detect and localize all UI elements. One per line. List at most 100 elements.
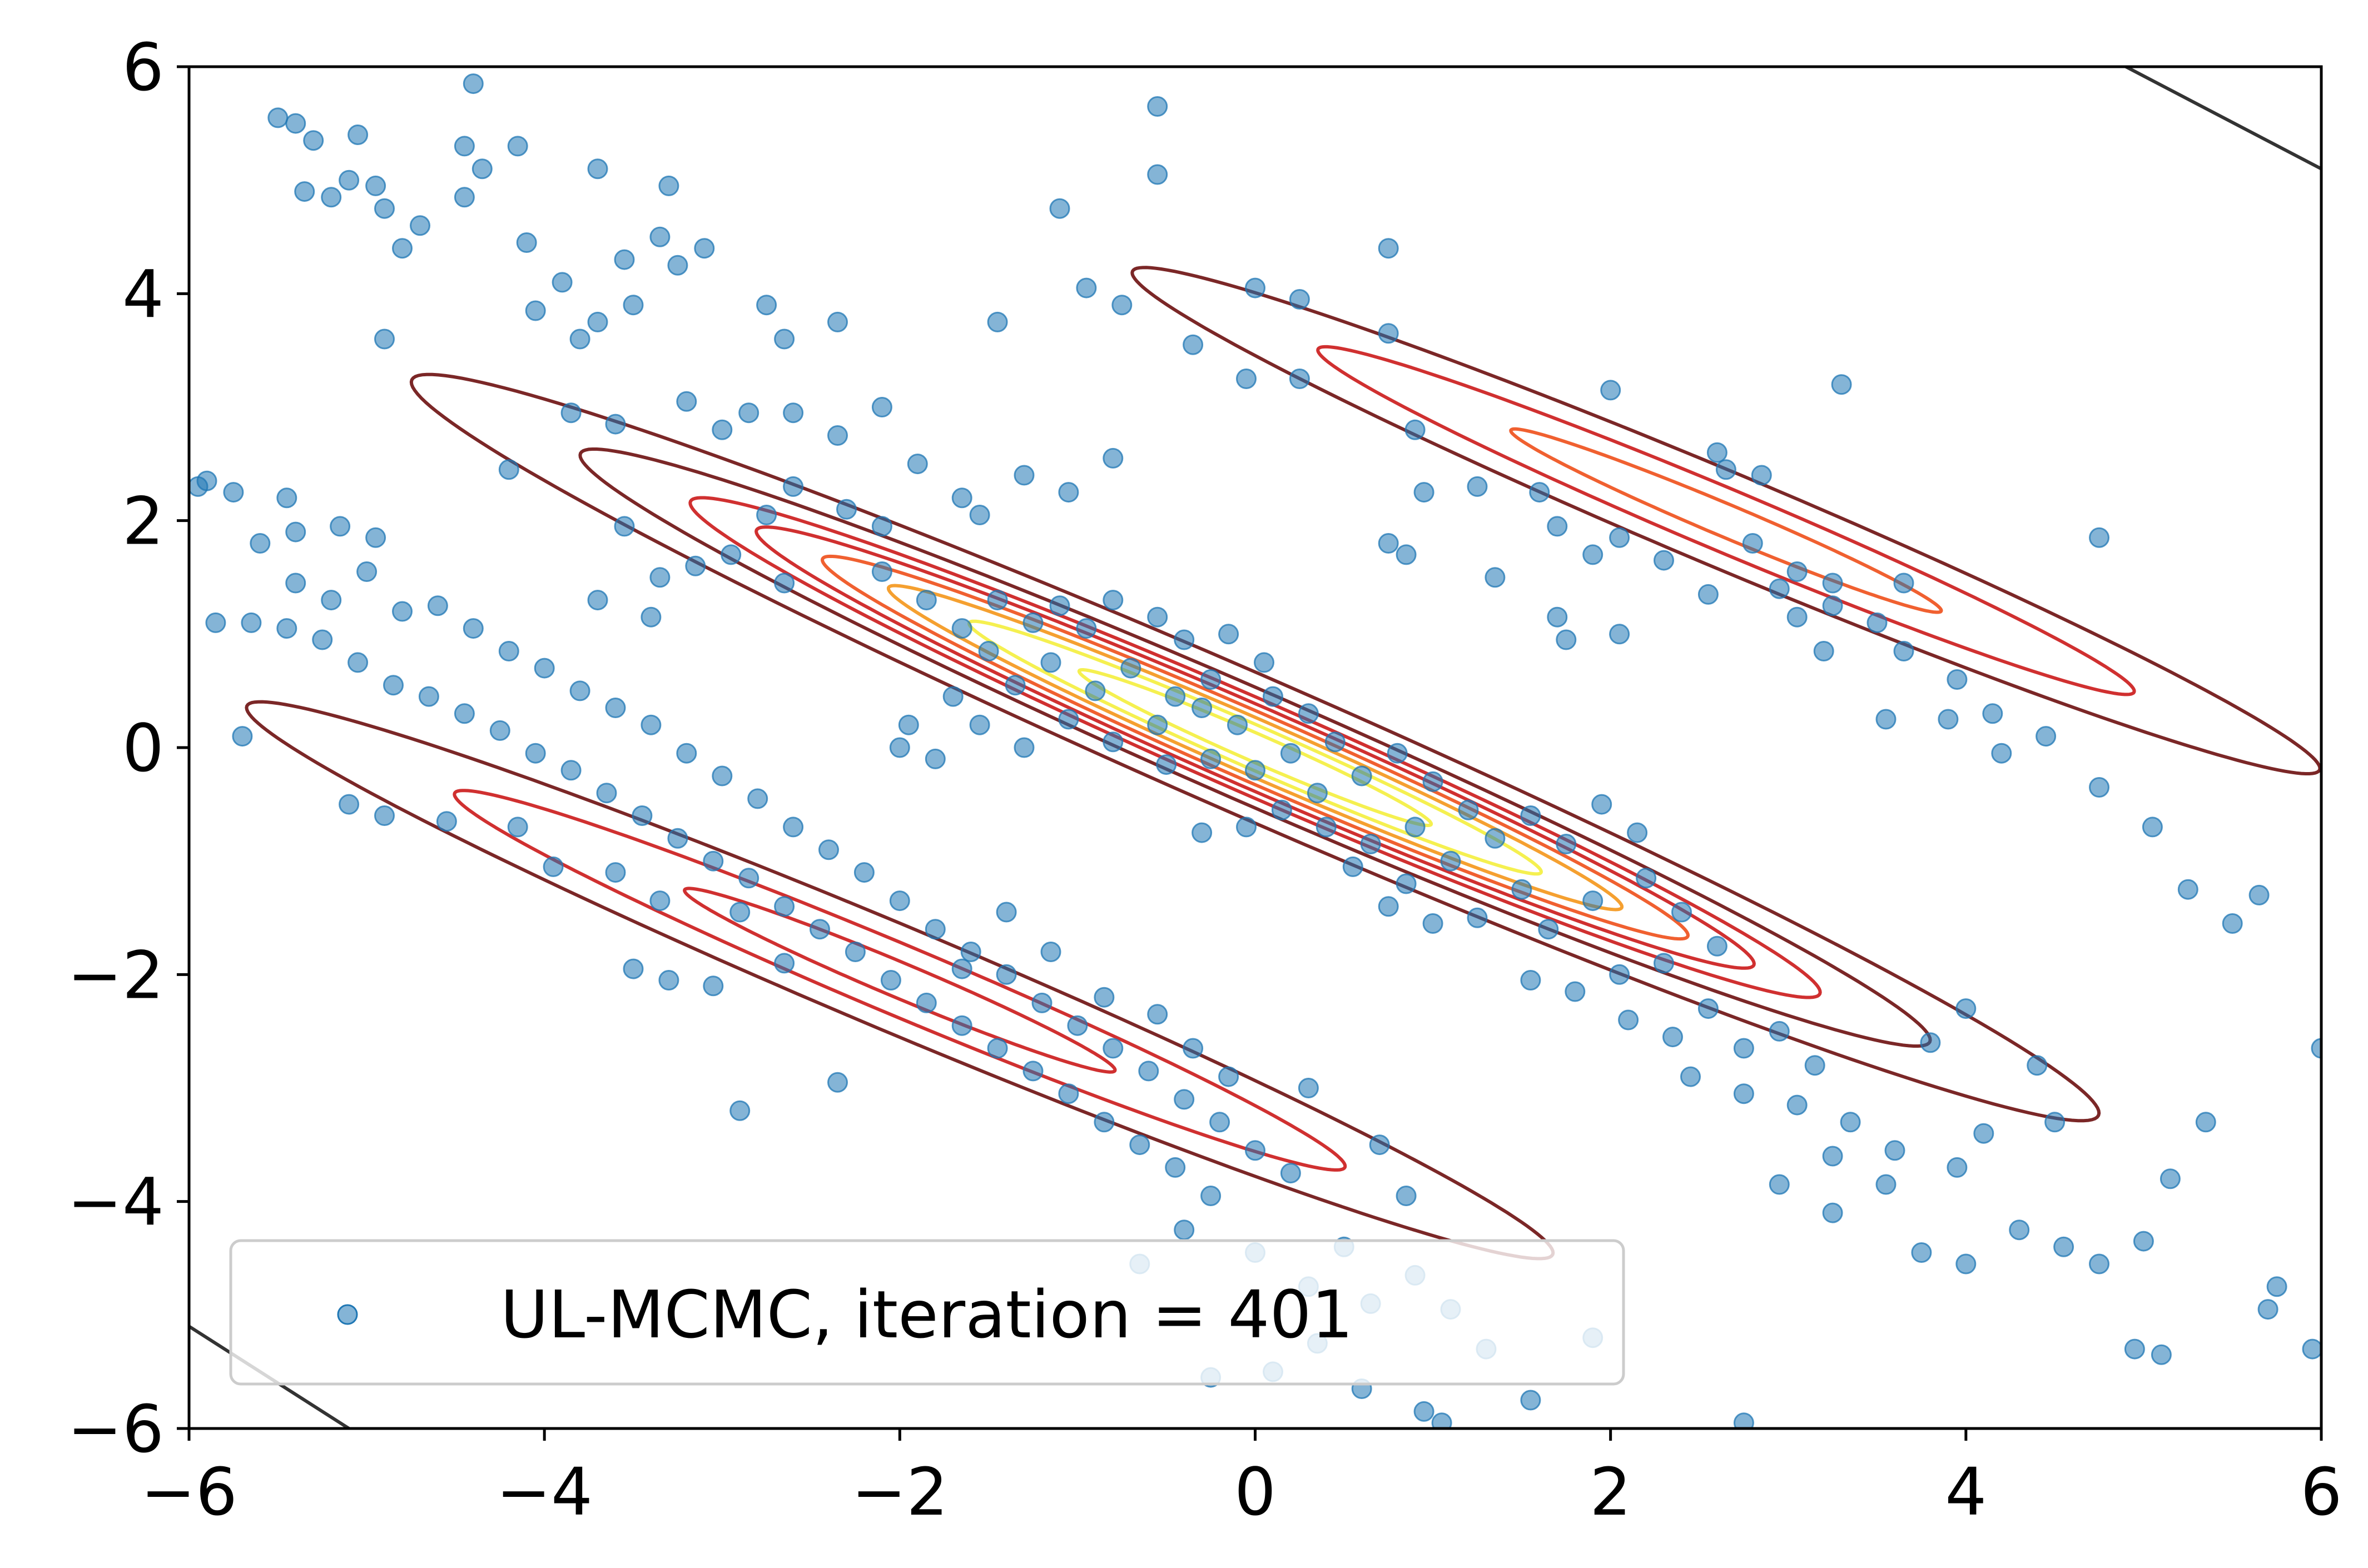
scatter-point: [1209, 1112, 1230, 1133]
scatter-point: [871, 516, 892, 537]
scatter-point: [1884, 1140, 1905, 1161]
scatter-point: [1582, 544, 1604, 565]
scatter-point: [463, 73, 484, 94]
scatter-point: [1627, 822, 1648, 843]
scatter-point: [1307, 783, 1328, 804]
scatter-point: [1049, 198, 1070, 219]
scatter-point: [1751, 465, 1772, 486]
scatter-point: [1733, 1083, 1754, 1104]
scatter-point: [365, 175, 386, 196]
scatter-point: [987, 1038, 1008, 1059]
scatter-point: [1324, 731, 1346, 753]
scatter-point: [889, 890, 910, 912]
scatter-point: [454, 703, 475, 724]
scatter-point: [756, 295, 777, 316]
scatter-point: [1618, 1009, 1639, 1031]
scatter-point: [1733, 1412, 1754, 1428]
scatter-point: [1413, 482, 1434, 503]
y-tick-label: −6: [67, 1391, 164, 1467]
scatter-point: [1485, 567, 1506, 588]
scatter-point: [1662, 1027, 1683, 1048]
scatter-point: [1040, 652, 1061, 673]
scatter-point: [1245, 1140, 1265, 1161]
scatter-point: [836, 499, 857, 520]
scatter-point: [996, 964, 1017, 985]
scatter-point: [347, 125, 369, 145]
scatter-point: [1378, 323, 1399, 344]
scatter-point: [1955, 998, 1977, 1019]
scatter-point: [605, 862, 626, 883]
scatter-point: [1786, 561, 1808, 582]
scatter-point: [339, 794, 360, 815]
scatter-point: [649, 890, 671, 912]
scatter-point: [1786, 606, 1808, 628]
scatter-point: [1351, 765, 1372, 787]
scatter-point: [1085, 680, 1106, 701]
scatter-point: [1413, 1401, 1434, 1422]
scatter-point: [2177, 879, 2198, 900]
scatter-point: [2266, 1276, 2287, 1297]
scatter-point: [1289, 289, 1310, 310]
scatter-point: [312, 629, 333, 650]
mode-center-contour-5: [886, 584, 1624, 912]
scatter-point: [525, 743, 546, 764]
scatter-point: [1600, 380, 1621, 401]
scatter-point: [2036, 726, 2057, 747]
scatter-point: [339, 170, 360, 191]
scatter-point: [1165, 686, 1186, 707]
scatter-point: [285, 521, 306, 542]
scatter-point: [712, 765, 733, 787]
scatter-point: [1094, 1112, 1115, 1133]
scatter-point: [1058, 1083, 1079, 1104]
scatter-point: [1654, 550, 1674, 571]
scatter-point: [1147, 1004, 1168, 1025]
scatter-point: [1822, 573, 1843, 594]
legend: UL-MCMC, iteration = 401: [229, 1239, 1625, 1386]
mode-lower-left-contour-2: [683, 887, 1117, 1074]
scatter-point: [969, 505, 990, 525]
legend-label: UL-MCMC, iteration = 401: [500, 1276, 1353, 1353]
scatter-point: [658, 970, 679, 990]
y-axis: −6 −4 −2 0 2 4 6: [67, 29, 189, 1467]
scatter-point: [942, 686, 964, 707]
scatter-point: [1396, 873, 1417, 894]
scatter-point: [1103, 590, 1124, 611]
scatter-point: [1387, 743, 1408, 764]
scatter-point: [1120, 658, 1141, 679]
scatter-point: [1192, 698, 1213, 718]
scatter-point: [2222, 913, 2243, 934]
scatter-point: [676, 391, 697, 412]
scatter-point: [649, 226, 671, 247]
scatter-point: [1103, 1038, 1124, 1059]
scatter-point: [951, 1015, 972, 1036]
scatter-point: [1715, 459, 1736, 480]
scatter-point: [205, 612, 226, 633]
scatter-point: [1227, 714, 1248, 735]
scatter-point: [1547, 606, 1568, 628]
scatter-point: [1697, 584, 1719, 605]
scatter-point: [1094, 987, 1115, 1008]
scatter-point: [489, 720, 510, 741]
scatter-point: [374, 805, 395, 826]
scatter-point: [560, 402, 582, 424]
scatter-point: [667, 828, 688, 849]
scatter-point: [1893, 573, 1914, 594]
scatter-point: [1520, 1390, 1541, 1411]
scatter-point: [1547, 516, 1568, 537]
scatter-point: [1742, 533, 1763, 554]
x-tick-label: 4: [1945, 1453, 1987, 1530]
scatter-point: [1263, 686, 1283, 707]
x-tick-label: 2: [1590, 1453, 1631, 1530]
scatter-point: [1031, 992, 1053, 1013]
scatter-point: [2027, 1055, 2048, 1076]
scatter-point: [605, 698, 626, 718]
scatter-point: [783, 402, 804, 424]
scatter-point: [1369, 1134, 1390, 1156]
scatter-point: [1147, 164, 1168, 185]
scatter-point: [1680, 1066, 1701, 1087]
scatter-point: [774, 573, 795, 594]
scatter-point: [1014, 465, 1035, 486]
scatter-point: [2053, 1236, 2074, 1257]
scatter-point: [605, 414, 626, 435]
x-tick-label: −2: [851, 1453, 948, 1530]
